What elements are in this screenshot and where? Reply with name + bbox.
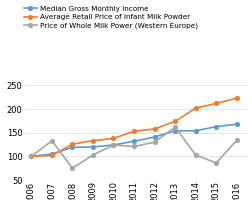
Price of Whole Milk Power (Western Europe) (215, 162, 218, 164)
Average Retail Price of Infant Milk Powder (112, 137, 115, 140)
Median Gross Monthly Income (112, 144, 115, 146)
Price of Whole Milk Power (Western Europe) (174, 126, 177, 128)
Price of Whole Milk Power (Western Europe) (235, 139, 238, 141)
Average Retail Price of Infant Milk Powder (133, 130, 136, 133)
Legend: Median Gross Monthly Income, Average Retail Price of Infant Milk Powder, Price o: Median Gross Monthly Income, Average Ret… (24, 6, 198, 29)
Price of Whole Milk Power (Western Europe) (133, 145, 136, 148)
Median Gross Monthly Income (194, 130, 197, 132)
Median Gross Monthly Income (215, 125, 218, 128)
Median Gross Monthly Income (174, 130, 177, 132)
Line: Median Gross Monthly Income: Median Gross Monthly Income (29, 122, 239, 159)
Median Gross Monthly Income (50, 153, 53, 155)
Price of Whole Milk Power (Western Europe) (153, 141, 156, 143)
Price of Whole Milk Power (Western Europe) (50, 140, 53, 142)
Average Retail Price of Infant Milk Powder (50, 154, 53, 157)
Median Gross Monthly Income (91, 146, 94, 148)
Price of Whole Milk Power (Western Europe) (112, 144, 115, 146)
Price of Whole Milk Power (Western Europe) (30, 155, 33, 158)
Price of Whole Milk Power (Western Europe) (91, 154, 94, 156)
Average Retail Price of Infant Milk Powder (215, 102, 218, 105)
Line: Average Retail Price of Infant Milk Powder: Average Retail Price of Infant Milk Powd… (29, 96, 239, 159)
Average Retail Price of Infant Milk Powder (174, 120, 177, 123)
Median Gross Monthly Income (133, 140, 136, 142)
Median Gross Monthly Income (235, 123, 238, 125)
Median Gross Monthly Income (71, 146, 74, 149)
Median Gross Monthly Income (153, 136, 156, 138)
Average Retail Price of Infant Milk Powder (91, 140, 94, 142)
Average Retail Price of Infant Milk Powder (71, 143, 74, 145)
Average Retail Price of Infant Milk Powder (194, 107, 197, 109)
Average Retail Price of Infant Milk Powder (30, 155, 33, 158)
Price of Whole Milk Power (Western Europe) (194, 154, 197, 156)
Price of Whole Milk Power (Western Europe) (71, 167, 74, 169)
Average Retail Price of Infant Milk Powder (153, 128, 156, 130)
Line: Price of Whole Milk Power (Western Europe): Price of Whole Milk Power (Western Europ… (29, 125, 239, 171)
Average Retail Price of Infant Milk Powder (235, 97, 238, 99)
Median Gross Monthly Income (30, 155, 33, 158)
